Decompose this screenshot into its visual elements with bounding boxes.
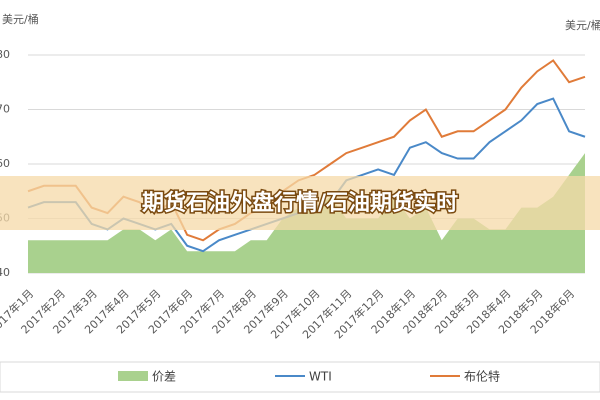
y2-axis-title: 美元/桶 xyxy=(565,18,600,32)
legend-box xyxy=(0,361,600,393)
y-tick-label: 60 xyxy=(0,157,10,170)
legend-swatch xyxy=(118,371,148,381)
y-axis-title: 美元/桶 xyxy=(2,12,39,26)
legend-label: WTI xyxy=(309,370,332,384)
legend-label: 布伦特 xyxy=(464,369,500,384)
banner-text: 期货石油外盘行情/石油期货实时 xyxy=(142,190,458,216)
legend: 价差 WTI 布伦特 xyxy=(118,369,500,384)
banner-band xyxy=(0,176,600,230)
legend-label: 价差 xyxy=(152,370,176,384)
y-tick-label: 40 xyxy=(0,266,10,279)
y-tick-label: 70 xyxy=(0,103,10,116)
y-tick-label: 80 xyxy=(0,48,10,61)
